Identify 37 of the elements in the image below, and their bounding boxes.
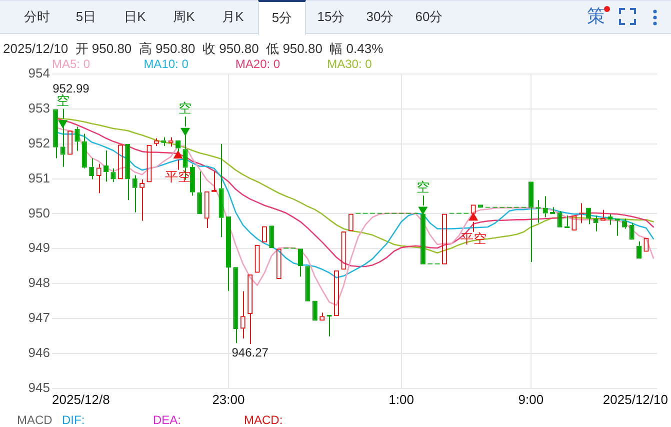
- y-tick-label: 954: [28, 66, 50, 81]
- y-tick-label: 946: [28, 345, 50, 360]
- text: 2025/12/8: [52, 392, 110, 408]
- y-tick-label: 950: [28, 205, 50, 220]
- y-tick-label: 953: [28, 100, 50, 116]
- text: MA30: 0: [327, 57, 372, 71]
- text: 日K: [124, 9, 146, 24]
- text: 5日: [76, 9, 96, 24]
- y-tick-label: 945: [28, 380, 50, 395]
- y-tick-label: 947: [28, 310, 50, 326]
- text: MACD: [17, 413, 52, 427]
- text: MA10: 0: [144, 57, 188, 71]
- text: MACD:: [244, 413, 283, 427]
- text: 空: [178, 100, 192, 116]
- y-tick-label: 952: [28, 135, 50, 150]
- y-tick-label: 949: [28, 240, 50, 256]
- y-tick-label: 948: [28, 275, 50, 290]
- text: 策: [587, 6, 605, 27]
- text: 15分: [317, 9, 345, 24]
- text: 周K: [173, 9, 195, 24]
- text: 2025/12/10: [602, 392, 668, 408]
- text: 30分: [366, 9, 394, 24]
- text: 2025/12/10 开 950.80 高 950.80 收 950.80 低 950.80 幅 0.43%: [3, 41, 384, 56]
- text: MA20: 0: [235, 57, 280, 71]
- text: 月K: [222, 9, 244, 24]
- text: DEA:: [153, 413, 182, 427]
- text: 946.27: [232, 345, 268, 360]
- text: DIF:: [62, 413, 85, 427]
- y-tick-label: 951: [28, 170, 50, 186]
- x-tick-label: 23:00: [212, 392, 245, 407]
- active-tab: 5分: [258, 0, 306, 35]
- text: 60分: [415, 9, 443, 24]
- x-tick-label: 9:00: [518, 392, 544, 407]
- series-label: 空: [416, 180, 430, 195]
- x-tick-label: 1:00: [388, 392, 414, 407]
- text: MA5: 0: [52, 57, 90, 71]
- text: 分时: [24, 9, 50, 24]
